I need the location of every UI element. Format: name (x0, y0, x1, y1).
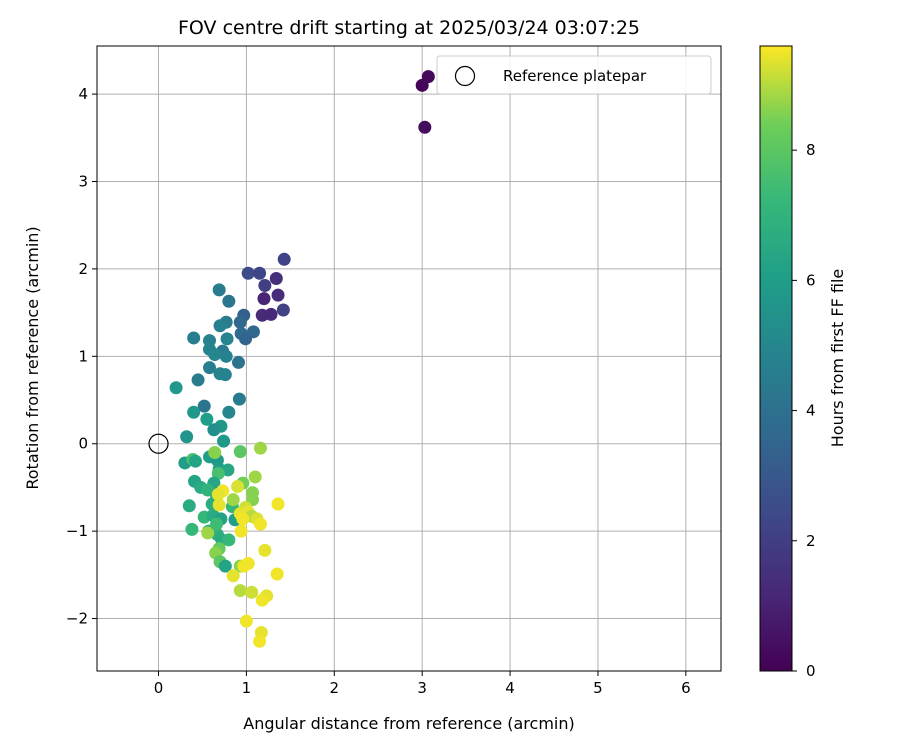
scatter-point (211, 487, 225, 501)
scatter-point (218, 559, 232, 573)
legend: Reference platepar (436, 55, 712, 95)
legend-reference-marker (454, 65, 476, 87)
scatter-point (188, 454, 202, 468)
scatter-point (212, 498, 226, 512)
scatter-point (236, 512, 250, 526)
scatter-point (271, 497, 285, 511)
scatter-point (180, 430, 194, 444)
colorbar-label: Hours from first FF file (828, 269, 847, 448)
scatter-point (169, 381, 183, 395)
y-tick-label: 3 (78, 172, 88, 190)
y-tick-label: 4 (78, 85, 88, 103)
scatter-point (226, 569, 240, 583)
scatter-point (245, 585, 259, 599)
colorbar-ticks: 0 2 4 6 8 (792, 141, 816, 680)
colorbar-tick-label: 8 (806, 141, 816, 159)
y-axis-label: Rotation from reference (arcmin) (23, 226, 42, 489)
scatter-point (218, 368, 232, 382)
scatter-point (276, 303, 290, 317)
colorbar-tick-label: 0 (806, 662, 816, 680)
scatter-point (234, 524, 248, 538)
legend-entry-reference: Reference platepar (503, 67, 647, 85)
scatter-point (197, 399, 211, 413)
scatter-point (233, 584, 247, 598)
scatter-point (200, 412, 214, 426)
scatter-point (185, 522, 199, 536)
scatter-point (418, 120, 432, 134)
scatter-point (237, 559, 251, 573)
x-tick-label: 3 (417, 679, 427, 697)
scatter-point (270, 567, 284, 581)
scatter-point (212, 283, 226, 297)
scatter-point (269, 272, 283, 286)
scatter-point (187, 331, 201, 345)
reference-marker-layer (148, 433, 169, 454)
y-axis: −2 −1 0 1 2 3 4 (66, 85, 97, 628)
scatter-point (248, 470, 262, 484)
scatter-point (217, 434, 231, 448)
y-tick-label: −2 (66, 610, 88, 628)
scatter-point (253, 266, 267, 280)
scatter-point (232, 392, 246, 406)
x-tick-label: 1 (242, 679, 252, 697)
scatter-point (220, 332, 234, 346)
scatter-point (219, 349, 233, 363)
scatter-point (210, 517, 224, 531)
reference-platepar-marker (148, 433, 169, 454)
scatter-point (208, 445, 222, 459)
y-tick-label: 2 (78, 260, 88, 278)
grid-lines (97, 46, 721, 671)
x-tick-label: 2 (330, 679, 340, 697)
scatter-point (233, 315, 247, 329)
y-tick-label: 1 (78, 347, 88, 365)
scatter-point (264, 307, 278, 321)
scatter-point (255, 593, 269, 607)
x-tick-label: 6 (681, 679, 691, 697)
scatter-point (253, 634, 267, 648)
colorbar: 0 2 4 6 8 Hours from first FF file (759, 45, 847, 680)
scatter-point (253, 441, 267, 455)
scatter-point (213, 319, 227, 333)
scatter-point (257, 292, 271, 306)
scatter-point (208, 348, 222, 362)
colorbar-tick-label: 2 (806, 532, 816, 550)
scatter-point (231, 480, 245, 494)
chart-title: FOV centre drift starting at 2025/03/24 … (178, 17, 640, 39)
scatter-point (231, 355, 245, 369)
scatter-point (222, 294, 236, 308)
legend-box (436, 55, 712, 95)
scatter-point (201, 526, 215, 540)
scatter-point (239, 614, 253, 628)
scatter-point (207, 423, 221, 437)
scatter-point (191, 373, 205, 387)
colorbar-tick-label: 4 (806, 402, 816, 420)
scatter-point (241, 266, 255, 280)
scatter-point (222, 533, 236, 547)
x-tick-label: 4 (505, 679, 515, 697)
colorbar-tick-label: 6 (806, 271, 816, 289)
plot-area-frame (96, 45, 722, 672)
scatter-point (421, 70, 435, 84)
scatter-point (271, 288, 285, 302)
y-tick-label: −1 (66, 522, 88, 540)
scatter-point (277, 252, 291, 266)
scatter-point (182, 499, 196, 513)
scatter-point (233, 445, 247, 459)
scatter-point (258, 279, 272, 293)
scatter-point (253, 517, 267, 531)
colorbar-gradient (759, 45, 793, 672)
scatter-point (202, 361, 216, 375)
x-axis: 0 1 2 3 4 5 6 (154, 671, 691, 697)
scatter-point (258, 543, 272, 557)
scatter-point (222, 405, 236, 419)
x-tick-label: 5 (593, 679, 603, 697)
scatter-point (239, 332, 253, 346)
y-tick-label: 0 (78, 435, 88, 453)
scatter-points (169, 70, 435, 648)
scatter-point (187, 405, 201, 419)
x-tick-label: 0 (154, 679, 164, 697)
scatter-point (226, 493, 240, 507)
x-axis-label: Angular distance from reference (arcmin) (243, 714, 574, 733)
